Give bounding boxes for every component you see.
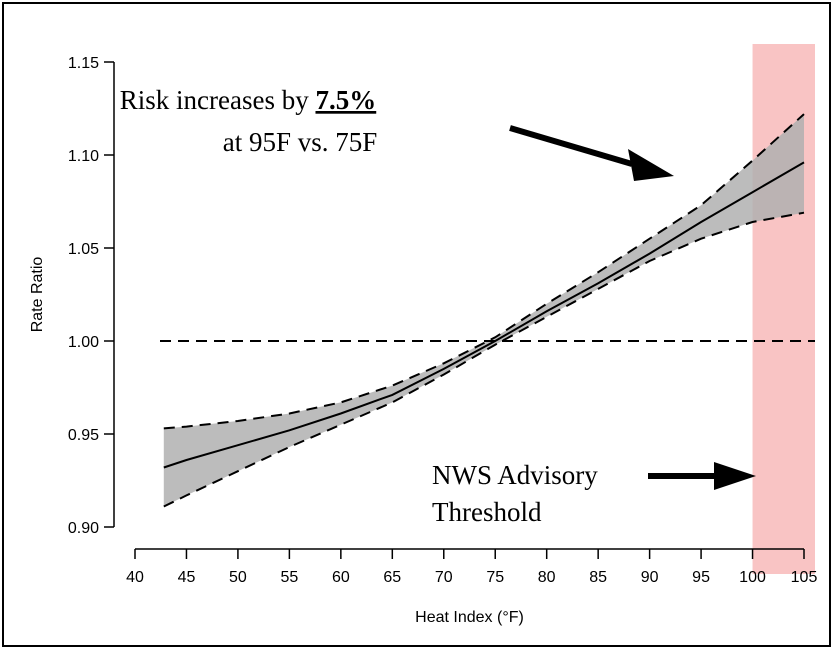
y-tick-label: 0.90 [68,520,99,537]
x-tick-label: 100 [739,569,766,586]
chart-svg: 0.90 0.95 1.00 1.05 1.10 1.15 40 45 50 55 60 65 70 7… [29,44,818,626]
y-tick-label: 1.05 [68,241,99,258]
risk-arrow-icon [509,125,674,181]
upper-ci-line [163,113,805,430]
x-tick-label: 70 [435,569,453,586]
x-tick-label: 95 [692,569,710,586]
x-tick-label: 105 [791,569,818,586]
nws-arrow-icon [648,462,756,490]
x-tick-label: 55 [280,569,298,586]
x-tick-label: 90 [641,569,659,586]
y-axis-title: Rate Ratio [29,257,46,333]
x-tick-label: 75 [486,569,504,586]
x-axis-title: Heat Index (°F) [415,609,524,626]
lower-ci-line [163,211,805,508]
y-axis: 0.90 0.95 1.00 1.05 1.10 1.15 [68,55,115,537]
y-tick-label: 0.95 [68,427,99,444]
nws-threshold-region [752,44,815,574]
nws-annotation-line2: Threshold [432,497,542,527]
x-tick-label: 80 [538,569,556,586]
x-tick-label: 85 [589,569,607,586]
x-tick-label: 60 [332,569,350,586]
y-tick-label: 1.10 [68,148,99,165]
risk-annotation-line1: Risk increases by 7.5% [120,85,376,115]
y-tick-label: 1.15 [68,55,99,72]
confidence-band [163,114,805,507]
x-tick-label: 45 [178,569,196,586]
y-tick-label: 1.00 [68,334,99,351]
x-tick-label: 65 [383,569,401,586]
x-axis: 40 45 50 55 60 65 70 75 80 85 90 95 100 105 [126,548,818,586]
x-tick-label: 40 [126,569,144,586]
rate-ratio-line [163,161,805,469]
x-tick-label: 50 [229,569,247,586]
risk-annotation-line2: at 95F vs. 75F [223,127,378,157]
nws-annotation-line1: NWS Advisory [432,460,598,490]
